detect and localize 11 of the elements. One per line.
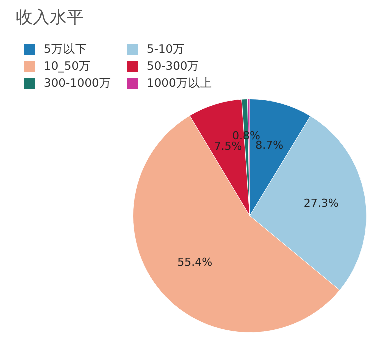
legend-label: 300-1000万 [44, 76, 112, 91]
legend-label: 50-300万 [147, 59, 200, 74]
legend-label: 5-10万 [147, 42, 186, 57]
data-label: 55.4% [178, 256, 213, 270]
chart-title: 收入水平 [16, 7, 84, 29]
data-label: 7.5% [214, 140, 242, 153]
legend-label: 5万以下 [44, 42, 88, 57]
legend-label: 1000万以上 [147, 76, 212, 91]
data-label: 8.7% [256, 139, 284, 152]
data-label: 27.3% [304, 196, 339, 210]
legend-label: 10_50万 [44, 59, 92, 74]
